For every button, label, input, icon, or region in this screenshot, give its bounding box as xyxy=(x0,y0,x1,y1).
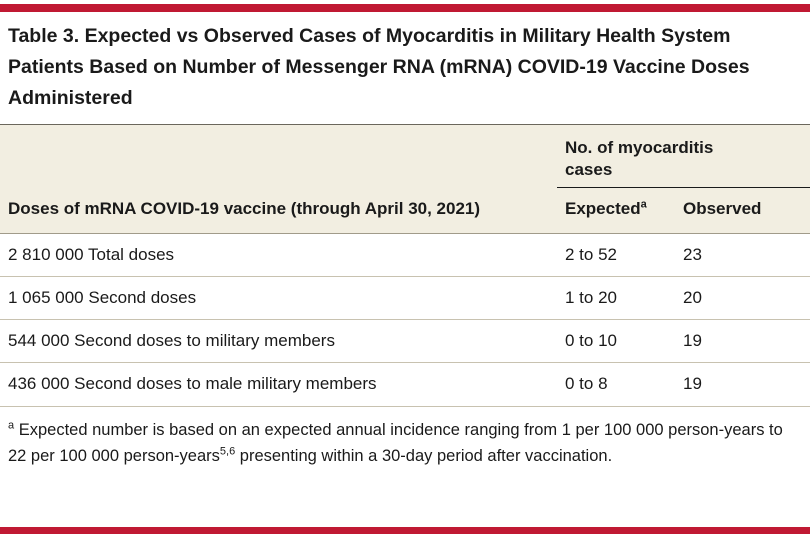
footnote-text-continued: presenting within a 30-day period after … xyxy=(235,447,613,466)
footnote-reference-numbers: 5,6 xyxy=(219,445,236,458)
expected-cell: 2 to 52 xyxy=(557,232,675,277)
doses-cell: 2 810 000 Total doses xyxy=(0,232,557,277)
sub-header-row: Expecteda Observed xyxy=(0,187,810,234)
expected-label: Expected xyxy=(565,198,641,218)
doses-cell: 1 065 000 Second doses xyxy=(0,276,557,321)
table-footnote: a Expected number is based on an expecte… xyxy=(0,407,810,470)
expected-cell: 0 to 10 xyxy=(557,319,675,364)
table-row: 2 810 000 Total doses 2 to 52 23 xyxy=(0,232,810,277)
observed-cell: 19 xyxy=(675,319,810,364)
observed-column-header: Observed xyxy=(675,187,810,234)
observed-cell: 20 xyxy=(675,276,810,321)
doses-cell: 436 000 Second doses to male military me… xyxy=(0,362,557,407)
expected-cell: 1 to 20 xyxy=(557,276,675,321)
doses-column-header: Doses of mRNA COVID-19 vaccine (through … xyxy=(0,124,557,234)
table-row: 1 065 000 Second doses 1 to 20 20 xyxy=(0,276,810,321)
myocarditis-table: Doses of mRNA COVID-19 vaccine (through … xyxy=(0,124,810,407)
group-header-row: Doses of mRNA COVID-19 vaccine (through … xyxy=(0,124,810,234)
expected-footnote-marker: a xyxy=(640,197,647,210)
myocarditis-cases-group-header: No. of myocarditis cases xyxy=(557,124,810,188)
table-header: Doses of mRNA COVID-19 vaccine (through … xyxy=(0,124,810,234)
table-body: 2 810 000 Total doses 2 to 52 23 1 065 0… xyxy=(0,232,810,407)
footnote-text: Expected number is based on an expected … xyxy=(8,420,783,466)
bottom-accent-bar xyxy=(0,527,810,534)
table-row: 544 000 Second doses to military members… xyxy=(0,319,810,364)
expected-column-header: Expecteda xyxy=(557,187,675,234)
doses-cell: 544 000 Second doses to military members xyxy=(0,319,557,364)
observed-cell: 19 xyxy=(675,362,810,407)
observed-cell: 23 xyxy=(675,232,810,277)
table-row: 436 000 Second doses to male military me… xyxy=(0,362,810,407)
expected-cell: 0 to 8 xyxy=(557,362,675,407)
footnote-marker: a xyxy=(8,419,15,432)
group-header-label: No. of myocarditis cases xyxy=(565,138,714,180)
top-accent-bar xyxy=(0,4,810,12)
table-title: Table 3. Expected vs Observed Cases of M… xyxy=(8,25,750,109)
